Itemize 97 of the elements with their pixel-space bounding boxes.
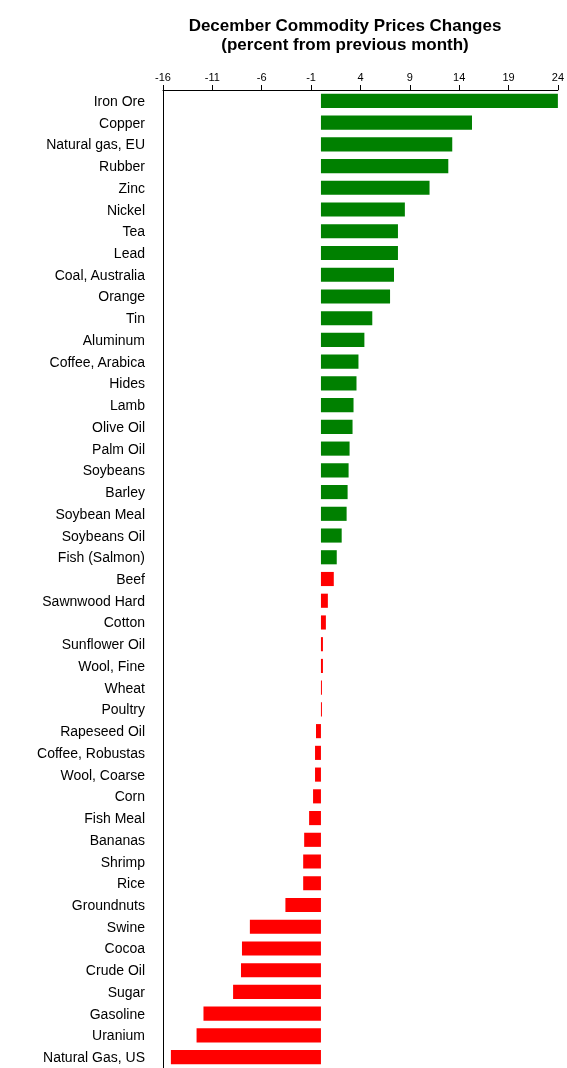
y-tick-label: Swine [106,918,146,935]
y-tick-label: Natural Gas, US [43,1049,145,1066]
bar [320,159,449,174]
y-tick-label: Copper [99,114,146,131]
y-tick-label: Groundnuts [71,897,145,913]
y-tick-label: Sunflower Oil [61,636,145,653]
x-tick-label: -11 [204,70,220,83]
y-tick-label: Fish (Salmon) [57,549,145,566]
y-tick-label: Iron Ore [93,92,146,109]
y-tick-label: Poultry [101,701,145,718]
y-tick-label: Aluminum [82,331,145,348]
y-tick-label: Corn [114,788,145,805]
y-tick-label: Lead [113,245,145,261]
bar [315,767,321,782]
bar [320,506,347,521]
y-tick-label: Soybeans Oil [61,527,145,544]
y-tick-label: Tin [126,310,145,327]
bar [233,984,321,999]
y-tick-label: Shrimp [100,853,146,870]
y-tick-label: Wool, Coarse [60,766,146,783]
chart-subtitle: (percent from previous month) [221,35,469,54]
bar [303,876,321,891]
bar [320,463,349,478]
y-tick-label: Nickel [106,201,145,218]
x-tick-label: 9 [406,70,413,83]
y-tick-label: Crude Oil [85,962,145,979]
y-tick-label: Tea [122,223,146,240]
bar [285,897,321,913]
y-tick-label: Rice [116,875,146,892]
x-tick-label: 14 [453,70,466,83]
bar [313,789,321,804]
y-tick-label: Soybean Meal [55,505,145,522]
bar [320,137,453,152]
bar [320,376,357,391]
y-tick-label: Fish Meal [84,810,145,827]
bar [320,115,472,130]
bar [320,528,342,543]
y-tick-label: Natural gas, EU [46,136,145,153]
y-tick-label: Coffee, Arabica [49,353,146,370]
bar [320,93,558,108]
bar [309,811,321,826]
bar [320,202,405,217]
bar [315,745,321,760]
bar [320,571,334,587]
y-tick-label: Wheat [104,679,146,696]
x-tick-label: 4 [357,70,364,83]
bar [320,180,430,195]
bar [320,289,391,304]
bar [320,419,353,434]
bar [320,593,328,608]
bar [320,245,398,261]
bar [249,919,321,934]
y-tick-label: Rapeseed Oil [60,723,145,740]
bar [241,941,321,956]
y-tick-label: Zinc [118,179,145,196]
x-tick-label: 24 [551,70,565,83]
bar [320,615,326,630]
y-tick-label: Palm Oil [92,440,145,457]
bar [320,485,348,500]
x-tick-label: 19 [502,70,515,83]
y-tick-label: Olive Oil [92,418,145,435]
y-tick-label: Soybeans [82,462,145,479]
x-tick-label: -6 [256,70,267,83]
bar [320,267,395,282]
bar [196,1028,321,1043]
bar [320,398,354,413]
y-tick-label: Sugar [107,983,146,1000]
bar [170,1050,321,1065]
y-tick-label: Wool, Fine [78,657,146,674]
bar [320,441,350,456]
y-tick-label: Cocoa [104,940,146,957]
chart-title: December Commodity Prices Changes [188,16,502,35]
y-tick-label: Barley [105,484,145,501]
y-tick-label: Bananas [89,831,145,848]
y-tick-label: Beef [116,571,146,587]
bar [320,224,398,239]
bar [303,854,321,869]
bar [320,354,359,369]
y-tick-label: Coffee, Robustas [37,744,145,761]
bar [316,724,321,739]
y-tick-label: Cotton [103,614,145,631]
y-tick-label: Gasoline [89,1005,146,1022]
x-tick-label: -16 [155,70,171,83]
bar [203,1006,321,1021]
y-tick-label: Orange [98,288,146,305]
bar [320,332,365,347]
y-tick-label: Sawnwood Hard [42,592,145,609]
y-tick-label: Hides [109,375,145,392]
bar [320,311,373,326]
bar [304,832,321,847]
y-tick-label: Coal, Australia [54,266,146,283]
x-tick-label: -1 [306,70,316,83]
bar [320,550,337,565]
bar [240,963,321,978]
y-tick-label: Lamb [109,397,146,414]
y-tick-label: Uranium [92,1027,145,1044]
y-tick-label: Rubber [99,158,146,175]
